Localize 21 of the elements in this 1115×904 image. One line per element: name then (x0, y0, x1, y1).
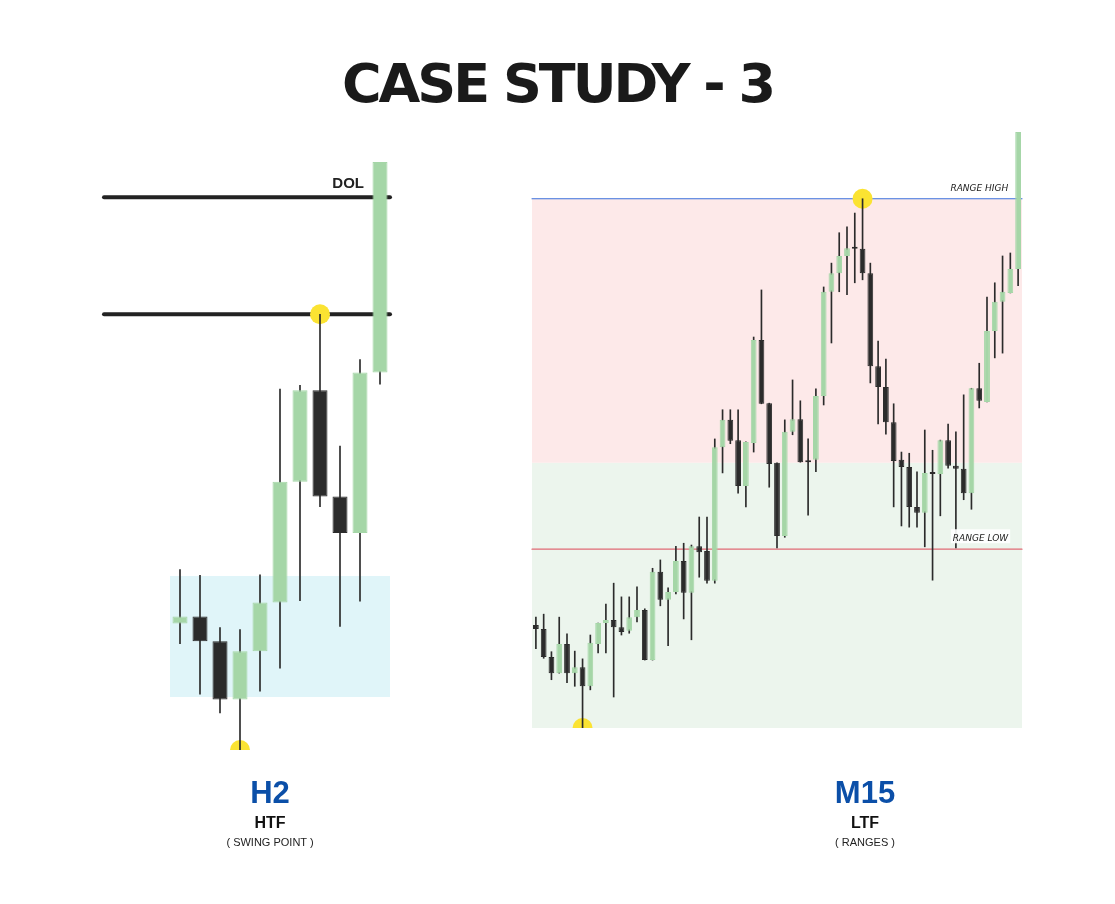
candlestick (192, 575, 208, 695)
candlestick (533, 616, 539, 650)
text: HTF (253, 813, 287, 833)
text: CASE STUDY - 3 (340, 52, 775, 115)
text: M15 (833, 774, 897, 812)
candlestick (665, 587, 671, 647)
x-axis-title: ( RANGES ) (834, 835, 896, 850)
candlestick (696, 516, 703, 578)
candlestick (332, 445, 348, 627)
x-axis-title: ( SWING POINT ) (225, 835, 315, 850)
text: LTF (849, 813, 881, 833)
candlestick (634, 586, 640, 623)
candlestick (844, 226, 850, 296)
candlestick (603, 603, 609, 654)
ref-line-label: RANGE HIGH (950, 182, 1009, 193)
ref-line-label: DOL (332, 173, 364, 191)
ref-line-label: RANGE LOW (952, 533, 1010, 544)
text: H2 (249, 774, 291, 812)
candlestick (571, 650, 578, 687)
candlestick (914, 471, 920, 528)
candlestick (172, 569, 188, 644)
